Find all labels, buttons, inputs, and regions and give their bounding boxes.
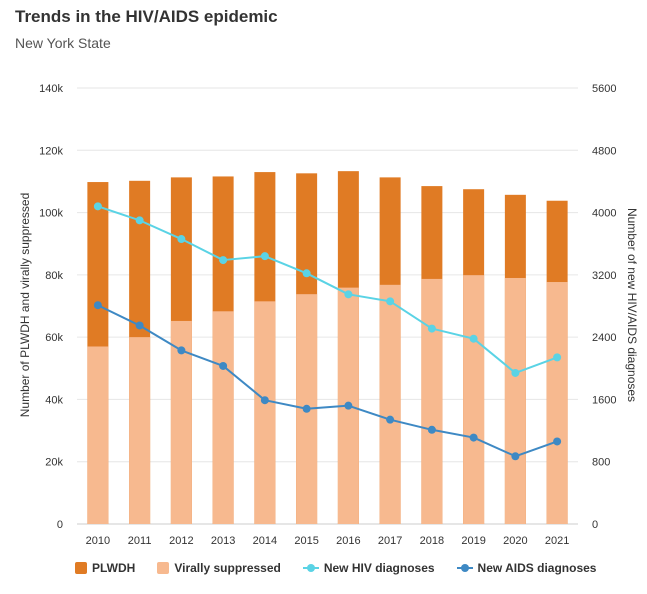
point-new-hiv[interactable]: [553, 353, 562, 362]
x-tick-label: 2020: [503, 535, 527, 547]
point-new-aids[interactable]: [219, 361, 228, 370]
point-new-hiv[interactable]: [511, 368, 520, 377]
point-new-hiv[interactable]: [302, 269, 311, 278]
legend-label-new-aids: New AIDS diagnoses: [477, 561, 597, 575]
x-axis: 2010 2011 2012 2013 2014 2015 2016 2017 2018 2019…: [86, 535, 570, 547]
legend-item-virally-suppressed[interactable]: Virally suppressed: [157, 561, 281, 575]
point-new-aids[interactable]: [93, 301, 102, 310]
x-tick-label: 2021: [545, 535, 569, 547]
chart-subtitle: New York State: [15, 35, 111, 51]
y-left-tick-label: 60k: [45, 332, 63, 344]
point-new-aids[interactable]: [260, 396, 269, 405]
bar-virally-suppressed[interactable]: [379, 284, 401, 524]
point-new-aids[interactable]: [344, 401, 353, 410]
y-left-tick-label: 120k: [39, 145, 63, 157]
y-right-tick-label: 800: [592, 457, 610, 469]
legend-label-plwdh: PLWDH: [92, 561, 136, 575]
grid-lines: [77, 87, 578, 525]
y-left-tick-label: 0: [57, 519, 63, 531]
plwdh-swatch-icon: [75, 562, 87, 574]
legend: PLWDH Virally suppressed New HIV diagnos…: [75, 561, 618, 575]
legend-item-plwdh[interactable]: PLWDH: [75, 561, 135, 575]
x-tick-label: 2011: [128, 535, 152, 547]
y-axis-left-title: Number of PLWDH and virally suppressed: [18, 193, 32, 418]
x-tick-label: 2014: [253, 535, 277, 547]
y-right-tick-label: 5600: [592, 83, 616, 95]
line-new-aids: [97, 304, 558, 458]
x-tick-label: 2010: [86, 535, 110, 547]
legend-label-virally-suppressed: Virally suppressed: [174, 561, 281, 575]
y-axis-right-title: Number of new HIV/AIDS diagnoses: [625, 208, 639, 402]
point-new-hiv[interactable]: [427, 324, 436, 333]
point-new-hiv[interactable]: [93, 202, 102, 211]
x-tick-label: 2017: [378, 535, 402, 547]
x-tick-label: 2019: [461, 535, 485, 547]
point-new-hiv[interactable]: [344, 290, 353, 299]
x-tick-label: 2015: [294, 535, 318, 547]
y-right-tick-label: 1600: [592, 394, 616, 406]
point-new-aids[interactable]: [511, 452, 520, 461]
x-tick-label: 2018: [420, 535, 444, 547]
x-tick-label: 2013: [211, 535, 235, 547]
y-left-tick-label: 40k: [45, 394, 63, 406]
bar-virally-suppressed[interactable]: [170, 320, 192, 524]
point-new-hiv[interactable]: [386, 297, 395, 306]
new-aids-line-icon: [456, 562, 473, 574]
y-right-tick-label: 4000: [592, 208, 616, 220]
point-new-hiv[interactable]: [469, 334, 478, 343]
chart-title: Trends in the HIV/AIDS epidemic: [15, 7, 278, 26]
y-axis-right: 0 800 1600 2400 3200 4000 4800 5600: [592, 83, 616, 531]
y-left-tick-label: 20k: [45, 457, 63, 469]
bar-virally-suppressed[interactable]: [546, 282, 568, 524]
point-new-hiv[interactable]: [135, 216, 144, 225]
new-hiv-line-icon: [302, 562, 319, 574]
bar-virally-suppressed[interactable]: [421, 278, 443, 524]
point-new-aids[interactable]: [177, 346, 186, 355]
y-left-tick-label: 140k: [39, 83, 63, 95]
bar-virally-suppressed[interactable]: [463, 275, 485, 524]
legend-label-new-hiv: New HIV diagnoses: [323, 561, 435, 575]
bar-virally-suppressed[interactable]: [504, 277, 526, 524]
x-tick-label: 2016: [336, 535, 360, 547]
point-new-aids[interactable]: [553, 437, 562, 446]
point-new-aids[interactable]: [302, 404, 311, 413]
virally-suppressed-swatch-icon: [157, 562, 170, 574]
series-lines: [97, 205, 558, 458]
y-left-tick-label: 80k: [45, 270, 63, 282]
point-new-aids[interactable]: [427, 425, 436, 434]
bars: [87, 171, 568, 525]
series-points: [93, 202, 562, 461]
point-new-aids[interactable]: [469, 433, 478, 442]
y-right-tick-label: 2400: [592, 332, 616, 344]
x-tick-label: 2012: [169, 535, 193, 547]
bar-virally-suppressed[interactable]: [212, 311, 234, 524]
y-right-tick-label: 0: [592, 519, 598, 531]
bar-virally-suppressed[interactable]: [254, 301, 276, 524]
point-new-hiv[interactable]: [260, 252, 269, 261]
y-axis-left: 0 20k 40k 60k 80k 100k 120k 140k: [39, 83, 63, 531]
point-new-hiv[interactable]: [219, 256, 228, 265]
legend-item-new-aids[interactable]: New AIDS diagnoses: [456, 561, 597, 575]
y-left-tick-label: 100k: [39, 208, 63, 220]
point-new-aids[interactable]: [386, 415, 395, 424]
point-new-aids[interactable]: [135, 321, 144, 330]
legend-item-new-hiv[interactable]: New HIV diagnoses: [302, 561, 435, 575]
bar-virally-suppressed[interactable]: [87, 346, 109, 524]
bar-virally-suppressed[interactable]: [129, 337, 151, 524]
point-new-hiv[interactable]: [177, 235, 186, 244]
line-new-hiv: [97, 205, 558, 374]
y-right-tick-label: 3200: [592, 270, 616, 282]
y-right-tick-label: 4800: [592, 145, 616, 157]
